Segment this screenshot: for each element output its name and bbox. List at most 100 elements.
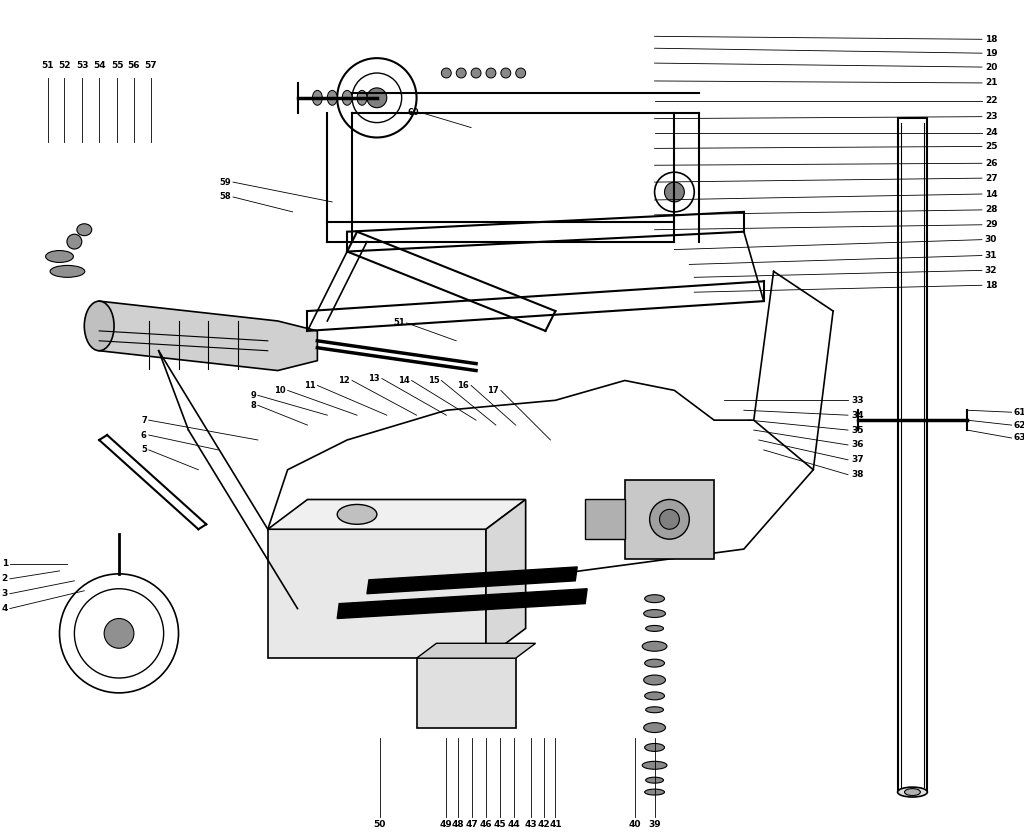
Ellipse shape xyxy=(501,68,511,78)
Ellipse shape xyxy=(516,68,525,78)
Text: 35: 35 xyxy=(851,425,863,434)
Ellipse shape xyxy=(337,504,377,524)
Text: 18: 18 xyxy=(985,35,997,44)
Text: 43: 43 xyxy=(524,820,537,829)
Ellipse shape xyxy=(644,723,666,732)
Text: 39: 39 xyxy=(648,820,660,829)
Ellipse shape xyxy=(46,250,74,262)
Ellipse shape xyxy=(644,675,666,685)
Ellipse shape xyxy=(646,626,664,631)
Text: 47: 47 xyxy=(466,820,478,829)
Text: 29: 29 xyxy=(985,220,997,230)
Text: 37: 37 xyxy=(851,455,863,464)
Text: 13: 13 xyxy=(369,374,380,383)
Text: 45: 45 xyxy=(494,820,506,829)
Circle shape xyxy=(659,509,679,529)
Text: 12: 12 xyxy=(338,376,350,385)
Text: 41: 41 xyxy=(549,820,562,829)
Ellipse shape xyxy=(646,777,664,783)
Ellipse shape xyxy=(77,224,92,235)
Ellipse shape xyxy=(665,182,684,202)
Ellipse shape xyxy=(486,68,496,78)
Text: 7: 7 xyxy=(141,416,146,424)
Text: 48: 48 xyxy=(452,820,465,829)
Text: 46: 46 xyxy=(479,820,493,829)
Text: 22: 22 xyxy=(985,97,997,106)
Text: 1: 1 xyxy=(2,559,8,568)
Polygon shape xyxy=(417,643,536,658)
Ellipse shape xyxy=(441,68,452,78)
Text: 32: 32 xyxy=(985,266,997,275)
Text: 10: 10 xyxy=(274,386,286,395)
Bar xyxy=(625,480,714,559)
Text: 42: 42 xyxy=(538,820,550,829)
Polygon shape xyxy=(99,301,317,370)
Text: 62: 62 xyxy=(1014,421,1024,429)
Ellipse shape xyxy=(642,761,667,770)
Text: 2: 2 xyxy=(2,574,8,583)
Text: 17: 17 xyxy=(487,386,499,395)
Text: 26: 26 xyxy=(985,159,997,168)
Text: 56: 56 xyxy=(128,61,140,70)
Text: 11: 11 xyxy=(304,381,315,390)
Text: 58: 58 xyxy=(219,192,231,201)
Polygon shape xyxy=(268,499,525,529)
Text: 55: 55 xyxy=(111,61,123,70)
Ellipse shape xyxy=(904,789,921,795)
Ellipse shape xyxy=(67,234,82,249)
Text: 14: 14 xyxy=(398,376,410,385)
Text: 9: 9 xyxy=(250,391,256,400)
Text: 52: 52 xyxy=(58,61,71,70)
Text: 34: 34 xyxy=(851,411,863,419)
Ellipse shape xyxy=(457,68,466,78)
Text: 8: 8 xyxy=(250,401,256,410)
Circle shape xyxy=(649,499,689,539)
Ellipse shape xyxy=(471,68,481,78)
Text: 31: 31 xyxy=(985,251,997,260)
Text: 57: 57 xyxy=(144,61,157,70)
Polygon shape xyxy=(337,589,587,618)
Text: 23: 23 xyxy=(985,112,997,121)
Text: 16: 16 xyxy=(458,381,469,390)
Ellipse shape xyxy=(357,91,367,106)
Ellipse shape xyxy=(328,91,337,106)
Ellipse shape xyxy=(644,610,666,617)
Ellipse shape xyxy=(645,789,665,795)
Polygon shape xyxy=(585,499,625,539)
Bar xyxy=(417,658,516,728)
Text: 30: 30 xyxy=(985,235,997,244)
Bar xyxy=(268,529,486,658)
Text: 20: 20 xyxy=(985,62,997,72)
Text: 59: 59 xyxy=(219,177,231,186)
Text: 60: 60 xyxy=(408,108,420,117)
Ellipse shape xyxy=(312,91,323,106)
Ellipse shape xyxy=(645,692,665,700)
Text: 21: 21 xyxy=(985,78,997,87)
Text: 63: 63 xyxy=(1014,433,1024,443)
Ellipse shape xyxy=(645,659,665,667)
Ellipse shape xyxy=(342,91,352,106)
Text: 4: 4 xyxy=(2,604,8,613)
Polygon shape xyxy=(367,567,578,594)
Text: 6: 6 xyxy=(141,430,146,439)
Text: 15: 15 xyxy=(428,376,439,385)
Text: 36: 36 xyxy=(851,440,863,449)
Text: 53: 53 xyxy=(76,61,88,70)
Circle shape xyxy=(104,618,134,648)
Text: 51: 51 xyxy=(393,319,404,328)
Text: 61: 61 xyxy=(1014,408,1024,417)
Text: 14: 14 xyxy=(985,190,997,199)
Text: 3: 3 xyxy=(2,589,8,598)
Ellipse shape xyxy=(367,88,387,107)
Text: 38: 38 xyxy=(851,470,863,479)
Text: 44: 44 xyxy=(507,820,520,829)
Text: 33: 33 xyxy=(851,396,863,405)
Bar xyxy=(898,117,928,792)
Text: 50: 50 xyxy=(374,820,386,829)
Ellipse shape xyxy=(50,265,85,277)
Text: 18: 18 xyxy=(985,280,997,290)
Ellipse shape xyxy=(645,595,665,602)
Polygon shape xyxy=(486,499,525,658)
Text: 19: 19 xyxy=(985,49,997,57)
Text: 25: 25 xyxy=(985,142,997,151)
